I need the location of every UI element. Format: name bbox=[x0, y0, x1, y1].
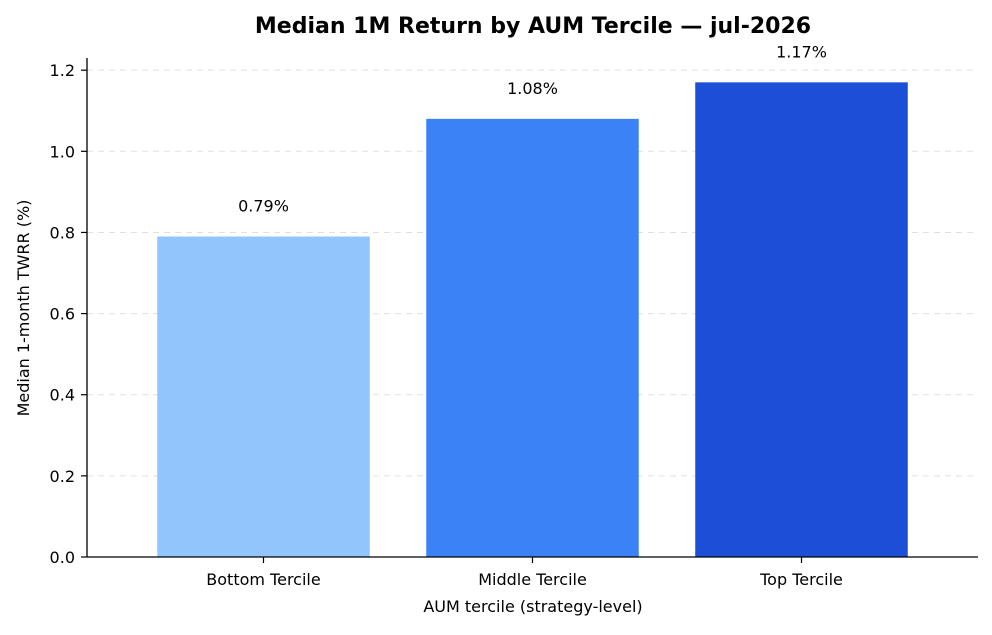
x-tick-label: Bottom Tercile bbox=[206, 570, 320, 589]
y-tick-label: 0.2 bbox=[50, 467, 75, 486]
bar-value-label: 1.17% bbox=[776, 42, 827, 61]
x-tick-label: Top Tercile bbox=[759, 570, 843, 589]
bar-value-label: 0.79% bbox=[238, 197, 289, 216]
chart-title: Median 1M Return by AUM Tercile — jul-20… bbox=[255, 14, 811, 39]
y-tick-label: 0.4 bbox=[50, 386, 75, 405]
bar bbox=[157, 236, 370, 557]
x-axis-label: AUM tercile (strategy-level) bbox=[423, 597, 642, 616]
y-axis-label: Median 1-month TWRR (%) bbox=[14, 200, 33, 417]
y-tick-label: 0.8 bbox=[50, 223, 75, 242]
bar-value-label: 1.08% bbox=[507, 79, 558, 98]
bars bbox=[157, 82, 908, 557]
bar bbox=[426, 118, 639, 557]
y-axis-ticks: 0.0 0.2 0.4 0.6 0.8 1.0 1.2 bbox=[50, 61, 87, 567]
x-axis-ticks: Bottom Tercile Middle Tercile Top Tercile bbox=[206, 557, 843, 589]
bar bbox=[695, 82, 908, 557]
y-tick-label: 1.0 bbox=[50, 142, 75, 161]
data-labels: 0.79% 1.08% 1.17% bbox=[238, 42, 827, 215]
y-tick-label: 1.2 bbox=[50, 61, 75, 80]
x-tick-label: Middle Tercile bbox=[478, 570, 587, 589]
y-tick-label: 0.6 bbox=[50, 305, 75, 324]
y-tick-label: 0.0 bbox=[50, 548, 75, 567]
